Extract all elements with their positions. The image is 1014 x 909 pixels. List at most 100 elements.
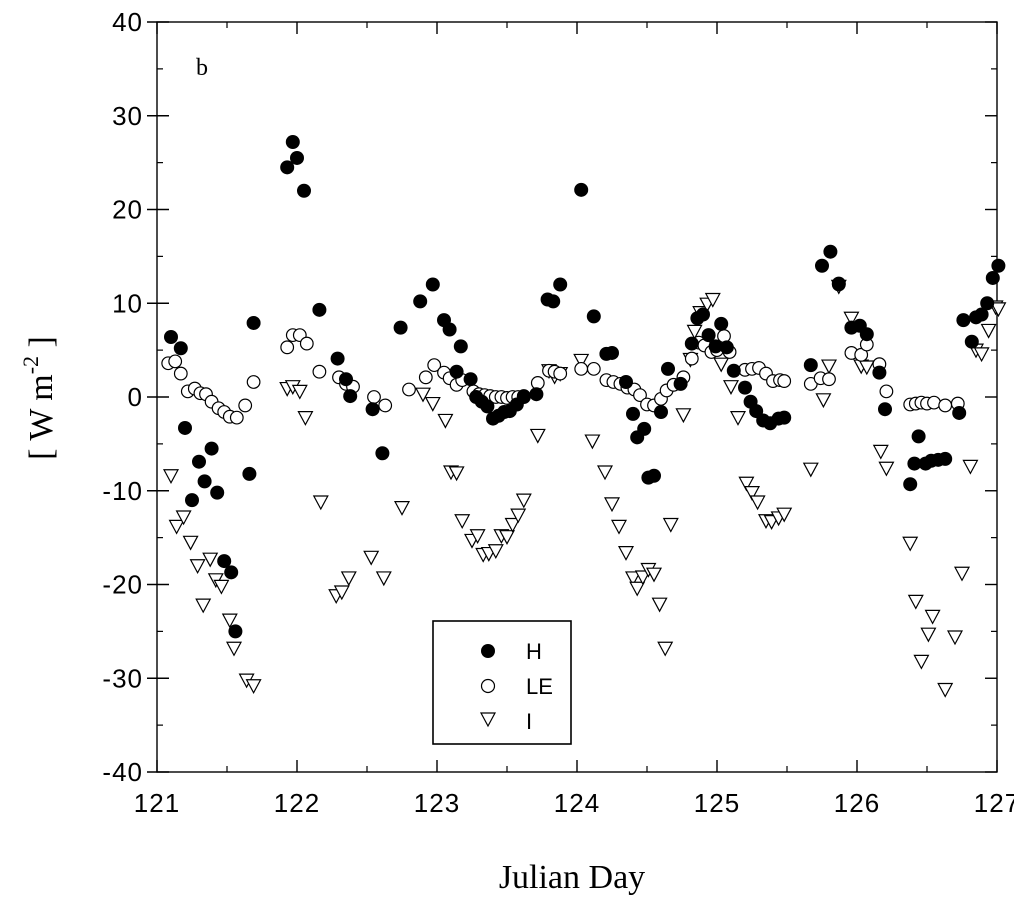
point-i [297,411,314,426]
point-le [586,361,601,376]
point-i [291,384,308,400]
point-le [927,395,941,410]
point-i [617,546,635,561]
point-i [162,469,180,485]
point-i [584,434,601,450]
point-i [686,324,703,340]
point-h [673,376,688,391]
point-i [749,495,766,511]
point-h [684,336,699,351]
point-le [299,336,314,351]
series-h [164,135,1006,639]
point-i [225,641,243,657]
point-i [629,581,646,597]
point-h [285,135,300,149]
point-h [217,554,232,569]
point-h [714,316,729,331]
x-tick-label: 125 [694,788,740,818]
point-h [442,322,457,337]
point-h [210,485,225,500]
point-i [645,567,663,583]
point-i [973,347,990,363]
point-i [573,353,590,369]
point-i [704,292,721,308]
point-h [480,399,495,414]
point-i [182,535,199,551]
y-tick-label: 30 [112,101,143,131]
series-le [161,277,965,425]
point-h [619,375,633,389]
point-i [902,536,919,552]
point-le [312,364,327,379]
point-i [946,630,964,646]
point-h [696,307,710,322]
point-le [418,370,433,385]
point-h [823,244,838,259]
point-i [820,359,838,375]
x-tick-label: 124 [554,788,600,818]
point-i [743,486,761,501]
legend-marker-h [481,644,495,658]
point-h [224,565,239,580]
point-i [437,413,454,429]
point-h [463,372,478,387]
point-h [393,320,408,335]
point-h [185,493,199,508]
point-h [903,477,918,492]
y-axis-title-exponent: -2 [18,356,43,374]
point-i [498,530,516,545]
x-tick-label: 127 [974,788,1014,818]
point-h [553,277,568,292]
point-h [280,160,295,175]
point-i [962,459,979,475]
legend-label-le: LE [526,674,553,699]
y-tick-label: 20 [112,195,143,225]
y-axis-title-group: [ W m-2 ] [18,336,60,460]
x-tick-label: 121 [134,788,180,818]
point-h [647,468,661,483]
point-h [574,182,589,197]
x-tick-label: 123 [414,788,460,818]
point-h [878,402,892,417]
point-h [516,390,531,404]
point-h [297,183,311,198]
series-i [162,279,1007,698]
y-axis-title: [ W m-2 ] [18,336,60,460]
plot-frame [156,21,998,773]
point-le [879,384,894,399]
point-i [953,566,971,582]
point-h [777,410,792,425]
point-h [173,341,188,356]
point-i [657,641,674,657]
point-i [333,585,350,601]
point-i [515,493,532,509]
point-le [238,398,253,413]
point-i [454,514,471,530]
point-h [956,313,971,328]
x-tick-label: 126 [834,788,880,818]
point-i [175,510,192,526]
y-tick-label: -20 [102,570,143,600]
point-le [777,374,792,388]
point-h [546,294,561,309]
point-i [510,508,527,524]
point-i [843,311,860,327]
point-le [427,358,442,373]
point-i [713,357,730,373]
legend-label-h: H [526,639,542,664]
point-i [340,571,357,587]
point-le [229,410,244,425]
point-h [719,340,734,355]
point-h [626,406,640,421]
point-h [803,358,818,373]
legend-label-i: I [526,709,532,734]
point-h [529,387,544,402]
point-h [911,429,926,444]
point-i [920,627,937,643]
point-le [633,388,647,403]
legend-marker-le [480,678,496,694]
point-i [393,501,411,516]
y-tick-label: 0 [128,382,143,412]
point-i [448,466,465,482]
point-i [469,529,486,545]
